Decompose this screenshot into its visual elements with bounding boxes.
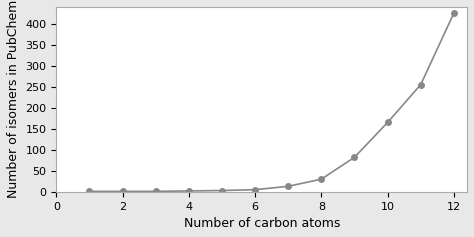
X-axis label: Number of carbon atoms: Number of carbon atoms — [183, 217, 340, 230]
Y-axis label: Number of isomers in PubChem: Number of isomers in PubChem — [7, 0, 20, 198]
